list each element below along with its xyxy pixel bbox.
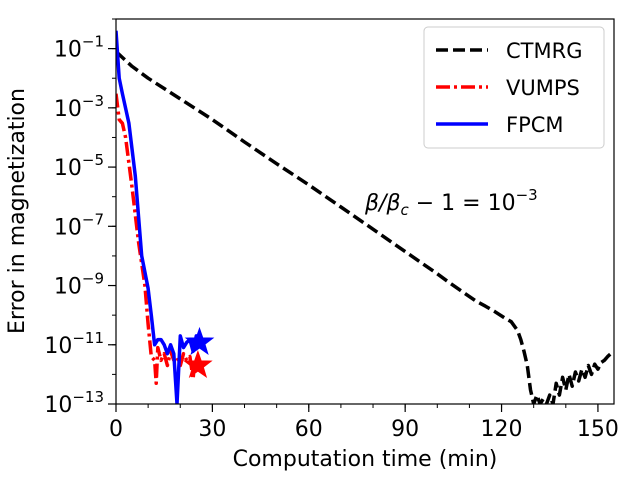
x-tick-label: 150: [577, 417, 619, 442]
legend: CTMRG VUMPS FPCM: [423, 26, 605, 149]
legend-label-ctmrg: CTMRG: [506, 39, 582, 63]
x-axis-ticks: 0 30 60 90 120 150: [109, 404, 619, 442]
y-tick-label: 10−5: [54, 151, 104, 181]
series-line-vumps: [116, 93, 199, 386]
x-tick-label: 90: [391, 417, 419, 442]
series-line-ctmrg: [116, 50, 614, 404]
annotation-lhs-sub: c: [401, 201, 410, 219]
x-tick-label: 0: [109, 417, 123, 442]
y-tick-label: 10−1: [54, 33, 104, 63]
star-marker-fpcm: [184, 326, 215, 356]
y-tick-label: 10−9: [54, 270, 104, 300]
annotation-lhs: β/β: [364, 191, 401, 216]
legend-label-vumps: VUMPS: [506, 76, 580, 100]
y-axis-ticks: 10−13 10−11 10−9 10−7 10−5 10−3 10−1: [44, 33, 116, 418]
x-tick-label: 120: [481, 417, 523, 442]
annotation-exp: −3: [516, 186, 538, 204]
x-tick-label: 30: [198, 417, 226, 442]
series-layer: [116, 30, 614, 404]
series-line-fpcm: [116, 30, 202, 404]
y-tick-label: 10−13: [44, 388, 104, 418]
annotation-mid: − 1 = 10: [409, 191, 516, 216]
x-tick-label: 60: [295, 417, 323, 442]
plot-frame: [115, 18, 615, 405]
y-tick-label: 10−11: [44, 329, 104, 359]
legend-box: [423, 26, 605, 149]
x-axis-label: Computation time (min): [233, 447, 498, 472]
y-axis-label: Error in magnetization: [5, 88, 30, 334]
marker-layer: [183, 326, 215, 379]
y-tick-label: 10−7: [54, 210, 104, 240]
legend-label-fpcm: FPCM: [506, 113, 564, 137]
annotation: β/βc − 1 = 10−3: [364, 186, 538, 219]
star-marker-vumps: [183, 349, 213, 379]
y-tick-label: 10−3: [54, 92, 104, 122]
